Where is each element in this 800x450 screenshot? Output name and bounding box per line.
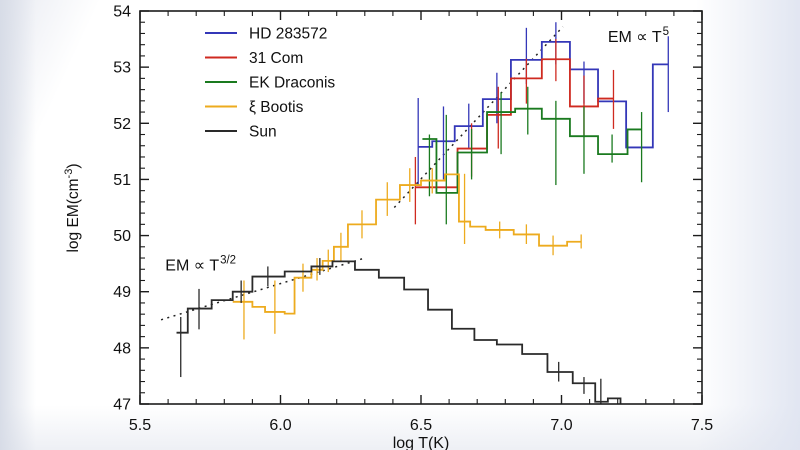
legend-label-ek-draconis: EK Draconis: [249, 75, 335, 92]
ref-label-sup-0: 3/2: [220, 254, 236, 266]
legend-item-ek-draconis: EK Draconis: [205, 75, 335, 92]
ref-line-label-0: EM ∝ T3/2: [165, 254, 236, 274]
y-tick-label-4: 51: [113, 172, 131, 189]
ref-dotted-line-1: [393, 26, 564, 209]
y-tick-label-2: 49: [113, 284, 131, 301]
x-tick-label-2: 6.5: [410, 417, 432, 434]
y-tick-label-6: 53: [113, 60, 131, 77]
x-axis-label: log T(K): [393, 435, 450, 450]
x-tick-label-1: 6.0: [269, 417, 291, 434]
series-xi-bootis: [232, 168, 582, 340]
y-tick-label-7: 54: [113, 4, 131, 21]
ref-label-base-0: EM ∝ T: [165, 257, 219, 274]
series-path-xi-bootis: [232, 173, 582, 315]
legend-item-xi-bootis: ξ Bootis: [205, 99, 304, 116]
legend-item-sun: Sun: [205, 124, 277, 141]
x-tick-label-0: 5.5: [129, 417, 151, 434]
x-tick-label-4: 7.5: [691, 417, 713, 434]
legend-label-31-com: 31 Com: [249, 50, 303, 67]
legend: HD 283572 31 Com EK Draconis ξ Bootis Sun: [205, 26, 335, 141]
series-sun: [176, 258, 622, 404]
ref-line-group-0: EM ∝ T3/2: [160, 254, 366, 321]
plot-frame: [139, 10, 703, 405]
ref-label-sup-1: 5: [663, 26, 669, 38]
y-axis-label-sup: -3: [63, 169, 75, 179]
legend-item-31-com: 31 Com: [205, 50, 303, 67]
series-path-hd-283572: [418, 40, 669, 149]
y-tick-label-0: 47: [113, 397, 131, 414]
legend-item-hd-283572: HD 283572: [205, 26, 327, 43]
ref-label-base-1: EM ∝ T: [608, 29, 662, 46]
legend-label-xi-bootis: ξ Bootis: [249, 99, 304, 116]
y-tick-label-3: 50: [113, 228, 131, 245]
series-hd-283572: [417, 22, 669, 186]
y-axis-label-prefix: log EM(cm: [65, 178, 82, 252]
ref-line-label-1: EM ∝ T5: [608, 26, 669, 46]
ref-dotted-line-0: [160, 257, 366, 321]
legend-label-hd-283572: HD 283572: [249, 26, 327, 43]
y-axis-label-suffix: ): [65, 163, 82, 168]
legend-label-sun: Sun: [249, 124, 277, 141]
series-path-ek-draconis: [422, 107, 642, 194]
series-ek-draconis: [422, 86, 643, 225]
y-tick-label-1: 48: [113, 340, 131, 357]
ref-line-group-1: EM ∝ T5: [393, 26, 669, 209]
series-path-sun: [176, 260, 622, 404]
y-axis-label: log EM(cm-3): [63, 163, 82, 252]
axis-ticks: 5.5 6.0 6.5 7.0 7.5 47 48 49 50 51 52 53 54: [113, 4, 713, 435]
y-tick-label-5: 52: [113, 116, 131, 133]
x-tick-label-3: 7.0: [550, 417, 572, 434]
